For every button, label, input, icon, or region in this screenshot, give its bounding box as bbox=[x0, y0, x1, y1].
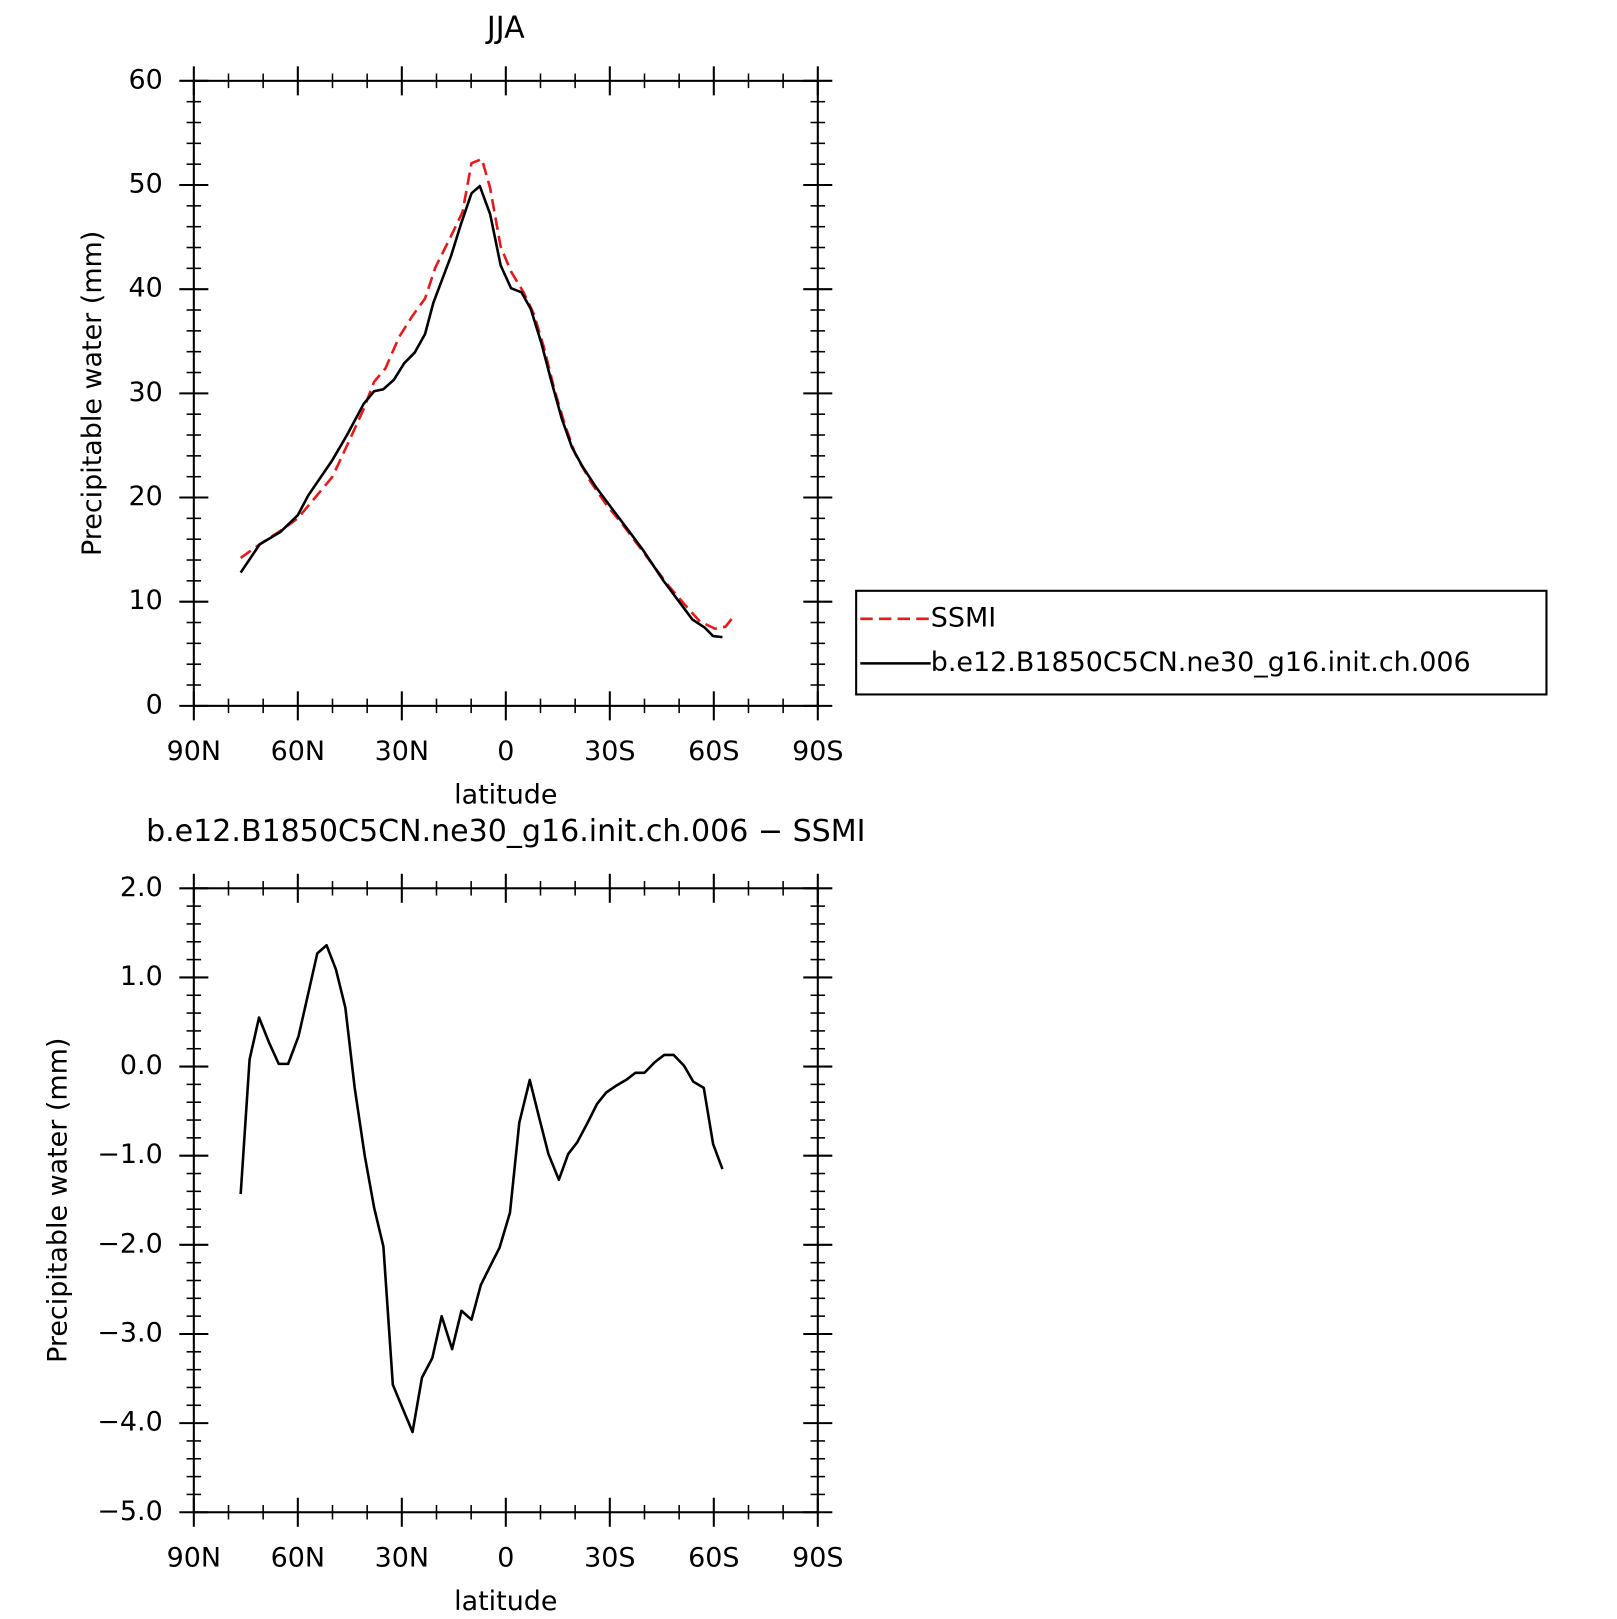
x-tick-label: 90N bbox=[167, 736, 221, 767]
legend-label: SSMI bbox=[931, 602, 996, 633]
y-axis-label: Precipitable water (mm) bbox=[43, 1038, 74, 1363]
y-tick-label: 40 bbox=[128, 273, 162, 304]
y-tick-label: 60 bbox=[128, 64, 162, 95]
y-tick-label: 0.0 bbox=[120, 1050, 163, 1081]
y-tick-label: 1.0 bbox=[120, 961, 163, 992]
x-tick-label: 90S bbox=[792, 736, 843, 767]
y-tick-label: −2.0 bbox=[97, 1228, 162, 1259]
x-tick-label: 0 bbox=[497, 736, 514, 767]
x-tick-label: 60N bbox=[271, 736, 325, 767]
plot-frame bbox=[192, 887, 819, 1514]
x-tick-label: 60S bbox=[688, 736, 739, 767]
x-axis-label: latitude bbox=[454, 1586, 557, 1617]
y-tick-label: −5.0 bbox=[97, 1496, 162, 1527]
x-tick-label: 30N bbox=[375, 736, 429, 767]
figure: JJA latitude Precipitable water (mm) 0 10 20 3… bbox=[43, 11, 1548, 1617]
chart-title: JJA bbox=[485, 11, 525, 46]
y-tick-label: −1.0 bbox=[97, 1139, 162, 1170]
y-tick-label: 0 bbox=[146, 689, 163, 720]
y-tick-label: 50 bbox=[128, 169, 162, 200]
x-tick-label: 90N bbox=[167, 1542, 221, 1573]
x-tick-label: 60N bbox=[271, 1542, 325, 1573]
x-tick-label: 30N bbox=[375, 1542, 429, 1573]
y-tick-label: 2.0 bbox=[120, 872, 163, 903]
x-axis-label: latitude bbox=[454, 780, 557, 811]
legend-box bbox=[855, 589, 1548, 696]
data-line bbox=[239, 943, 724, 1434]
y-tick-label: −4.0 bbox=[97, 1407, 162, 1438]
y-tick-label: 10 bbox=[128, 585, 162, 616]
y-tick-label: 30 bbox=[128, 377, 162, 408]
y-tick-label: −3.0 bbox=[97, 1317, 162, 1348]
plot-frame bbox=[192, 79, 819, 707]
x-tick-label: 90S bbox=[792, 1542, 843, 1573]
y-axis-label: Precipitable water (mm) bbox=[77, 231, 108, 556]
y-tick-label: 20 bbox=[128, 481, 162, 512]
x-tick-label: 30S bbox=[584, 736, 635, 767]
data-line bbox=[239, 157, 734, 631]
chart-title: b.e12.B1850C5CN.ne30_g16.init.ch.006 − S… bbox=[146, 814, 865, 849]
data-line bbox=[239, 184, 723, 639]
x-tick-label: 0 bbox=[497, 1542, 514, 1573]
x-tick-label: 30S bbox=[584, 1542, 635, 1573]
legend-label: b.e12.B1850C5CN.ne30_g16.init.ch.006 bbox=[931, 647, 1471, 678]
x-tick-label: 60S bbox=[688, 1542, 739, 1573]
